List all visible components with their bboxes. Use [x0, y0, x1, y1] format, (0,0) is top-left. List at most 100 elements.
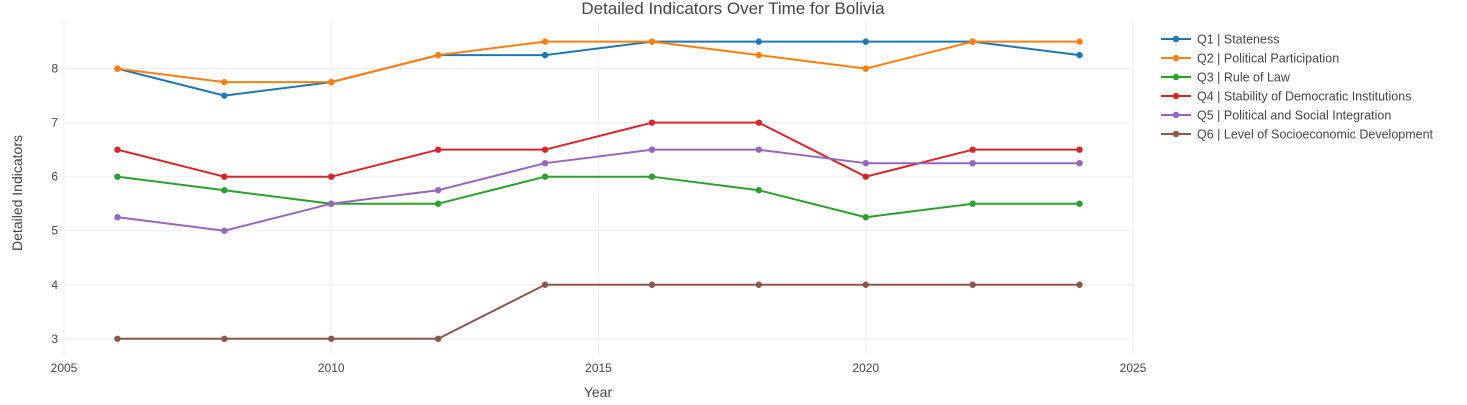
series-line: [117, 175, 1080, 219]
data-point[interactable]: [648, 119, 656, 126]
legend-label: Q3 | Rule of Law: [1197, 71, 1291, 85]
data-point[interactable]: [969, 159, 976, 167]
legend-swatch-marker: [1172, 130, 1180, 138]
data-point[interactable]: [114, 214, 121, 221]
data-point[interactable]: [221, 335, 228, 342]
axis-layer: 2005 2010 2015 2020 2025 3 4 5 6 7 8: [51, 62, 1147, 375]
series-line: [117, 40, 1080, 84]
data-point[interactable]: [221, 187, 228, 194]
legend-item[interactable]: Q5 | Political and Social Integration: [1161, 109, 1391, 123]
legend-item[interactable]: Q6 | Level of Socioeconomic Development: [1161, 128, 1434, 142]
data-point[interactable]: [862, 173, 869, 180]
y-tick-label: 3: [51, 332, 58, 346]
y-axis-label: Detailed Indicators: [9, 135, 25, 251]
data-point[interactable]: [862, 159, 869, 167]
data-point[interactable]: [221, 173, 228, 180]
series-line: [117, 40, 1080, 97]
data-point[interactable]: [648, 38, 656, 45]
data-point[interactable]: [862, 281, 869, 288]
y-tick-label: 4: [51, 278, 58, 292]
legend-swatch-marker: [1172, 73, 1180, 81]
x-tick-label: 2025: [1120, 361, 1147, 375]
data-point[interactable]: [648, 173, 656, 180]
legend-item[interactable]: Q3 | Rule of Law: [1161, 71, 1291, 85]
y-tick-label: 7: [51, 116, 58, 130]
data-point[interactable]: [1076, 38, 1083, 45]
x-tick-label: 2010: [318, 361, 345, 375]
data-point[interactable]: [114, 173, 121, 180]
data-point[interactable]: [114, 335, 121, 342]
data-point[interactable]: [328, 335, 335, 342]
legend-swatch-marker: [1172, 54, 1180, 62]
data-point[interactable]: [328, 78, 335, 86]
y-tick-label: 8: [51, 62, 58, 76]
legend-swatch-marker: [1172, 92, 1180, 100]
series-line: [117, 283, 1080, 340]
legend-label: Q4 | Stability of Democratic Institution…: [1197, 90, 1411, 104]
x-tick-label: 2015: [585, 361, 612, 375]
legend-label: Q5 | Political and Social Integration: [1197, 109, 1391, 123]
data-point[interactable]: [648, 146, 656, 153]
data-point[interactable]: [862, 214, 869, 221]
data-point[interactable]: [434, 51, 442, 59]
legend-label: Q1 | Stateness: [1197, 33, 1279, 47]
chart-title: Detailed Indicators Over Time for Bolivi…: [581, 0, 885, 18]
data-point[interactable]: [541, 281, 549, 288]
data-point[interactable]: [1076, 51, 1083, 59]
series-6: [114, 281, 1083, 342]
data-point[interactable]: [221, 92, 228, 99]
legend-label: Q6 | Level of Socioeconomic Development: [1197, 128, 1434, 142]
series-line: [117, 148, 1080, 232]
data-point[interactable]: [1076, 146, 1083, 153]
data-point[interactable]: [862, 38, 869, 45]
x-axis-label: Year: [584, 384, 613, 400]
data-point[interactable]: [221, 227, 228, 234]
data-point[interactable]: [434, 187, 442, 194]
legend-item[interactable]: Q4 | Stability of Democratic Institution…: [1161, 90, 1411, 104]
data-point[interactable]: [114, 65, 121, 72]
y-tick-label: 5: [51, 224, 58, 238]
legend-item[interactable]: Q1 | Stateness: [1161, 33, 1279, 47]
data-point[interactable]: [755, 146, 763, 153]
data-point[interactable]: [1076, 159, 1083, 167]
series-layer: [114, 38, 1083, 342]
x-tick-label: 2020: [852, 361, 879, 375]
data-point[interactable]: [755, 51, 763, 59]
x-tick-label: 2005: [51, 361, 78, 375]
data-point[interactable]: [969, 200, 976, 207]
data-point[interactable]: [434, 146, 442, 153]
data-point[interactable]: [541, 38, 549, 45]
data-point[interactable]: [755, 119, 763, 126]
data-point[interactable]: [541, 173, 549, 180]
data-point[interactable]: [541, 159, 549, 167]
data-point[interactable]: [1076, 200, 1083, 207]
data-point[interactable]: [541, 146, 549, 153]
data-point[interactable]: [114, 146, 121, 153]
legend-label: Q2 | Political Participation: [1197, 52, 1339, 66]
data-point[interactable]: [221, 78, 228, 86]
data-point[interactable]: [434, 200, 442, 207]
data-point[interactable]: [434, 335, 442, 342]
series-3: [114, 173, 1083, 221]
data-point[interactable]: [755, 187, 763, 194]
data-point[interactable]: [862, 65, 869, 72]
legend: Q1 | Stateness Q2 | Political Participati…: [1161, 33, 1434, 142]
data-point[interactable]: [755, 38, 763, 45]
y-tick-label: 6: [51, 170, 58, 184]
data-point[interactable]: [328, 200, 335, 207]
data-point[interactable]: [541, 51, 549, 59]
data-point[interactable]: [328, 173, 335, 180]
data-point[interactable]: [1076, 281, 1083, 288]
legend-swatch-marker: [1172, 111, 1180, 119]
data-point[interactable]: [969, 146, 976, 153]
legend-item[interactable]: Q2 | Political Participation: [1161, 52, 1339, 66]
data-point[interactable]: [969, 281, 976, 288]
series-2: [114, 38, 1083, 86]
legend-swatch-marker: [1172, 35, 1180, 43]
data-point[interactable]: [969, 38, 976, 45]
data-point[interactable]: [755, 281, 763, 288]
data-point[interactable]: [648, 281, 656, 288]
series-5: [114, 146, 1083, 234]
